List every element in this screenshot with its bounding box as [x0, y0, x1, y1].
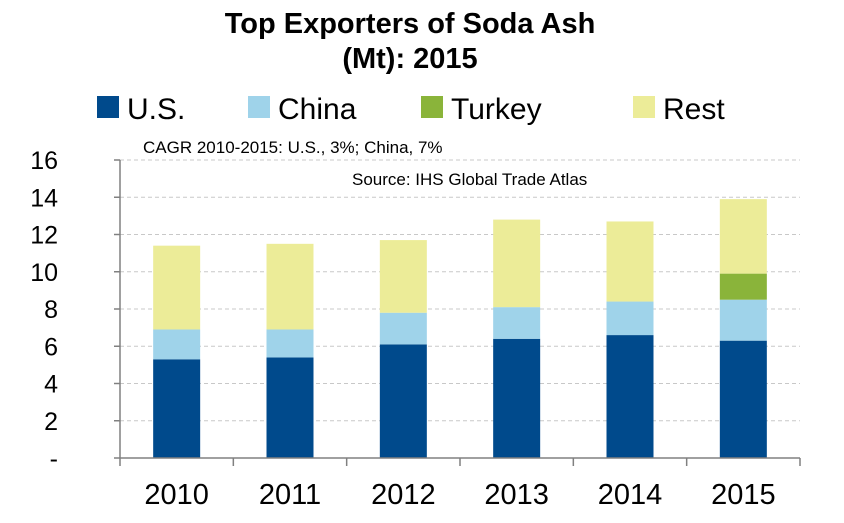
- bar-u-s-2015: [719, 340, 767, 458]
- bar-china-2012: [379, 312, 427, 345]
- source-annotation: Source: IHS Global Trade Atlas: [352, 170, 587, 189]
- x-tick-label-2014: 2014: [598, 479, 663, 511]
- bar-turkey-2015: [719, 273, 767, 300]
- legend-item-u-s: U.S.: [97, 93, 185, 126]
- x-tick-label-2015: 2015: [711, 479, 776, 511]
- y-axis-ticks: - 2 4 6 8 10 12 14 16: [30, 147, 120, 473]
- x-tick-label-2012: 2012: [371, 479, 436, 511]
- bar-china-2013: [493, 307, 541, 339]
- legend-label-u-s: U.S.: [127, 93, 185, 126]
- bar-rest-2011: [266, 243, 314, 330]
- legend-label-china: China: [278, 93, 357, 126]
- legend-item-rest: Rest: [633, 93, 725, 126]
- bar-china-2011: [266, 329, 314, 358]
- bar-china-2015: [719, 299, 767, 341]
- bar-u-s-2012: [379, 344, 427, 458]
- plot-area: Source: IHS Global Trade Atlas - 2 4 6 8 10 12…: [30, 147, 801, 511]
- legend-item-china: China: [248, 93, 357, 126]
- bar-rest-2010: [153, 245, 201, 330]
- bar-rest-2013: [493, 219, 541, 308]
- legend-item-turkey: Turkey: [421, 93, 542, 126]
- y-tick-label: 12: [30, 222, 58, 250]
- source-annotation-background: [335, 163, 757, 193]
- bar-u-s-2010: [153, 359, 201, 458]
- chart-title-line-2: (Mt): 2015: [342, 43, 477, 75]
- y-tick-label: -: [50, 445, 58, 473]
- bar-u-s-2014: [606, 335, 654, 458]
- y-tick-label: 6: [44, 333, 58, 361]
- y-tick-label: 8: [44, 296, 58, 324]
- x-tick-label-2013: 2013: [484, 479, 549, 511]
- y-tick-label: 14: [30, 184, 58, 212]
- y-tick-label: 10: [30, 259, 58, 287]
- bar-china-2014: [606, 301, 654, 336]
- x-tick-label-2010: 2010: [144, 479, 209, 511]
- y-tick-label: 16: [30, 147, 58, 175]
- y-tick-label: 4: [44, 371, 58, 399]
- cagr-annotation: CAGR 2010-2015: U.S., 3%; China, 7%: [143, 138, 443, 157]
- legend-swatch-turkey: [421, 96, 443, 118]
- bar-u-s-2013: [493, 338, 541, 458]
- legend-label-rest: Rest: [663, 93, 725, 126]
- bar-china-2010: [153, 329, 201, 360]
- legend-swatch-rest: [633, 96, 655, 118]
- x-axis-ticks: 2010 2011 2012 2013 2014 2015: [119, 458, 801, 511]
- bars: [153, 199, 767, 458]
- gridlines: [120, 159, 800, 422]
- legend-swatch-u-s: [97, 96, 119, 118]
- bar-rest-2015: [719, 199, 767, 274]
- bar-rest-2012: [379, 240, 427, 313]
- legend-label-turkey: Turkey: [451, 93, 542, 126]
- bar-rest-2014: [606, 221, 654, 302]
- y-tick-label: 2: [44, 408, 58, 436]
- legend-swatch-china: [248, 96, 270, 118]
- chart-title-line-1: Top Exporters of Soda Ash: [225, 8, 596, 40]
- x-tick-label-2011: 2011: [259, 479, 321, 511]
- legend: U.S. China Turkey Rest: [97, 93, 725, 126]
- bar-u-s-2011: [266, 357, 314, 458]
